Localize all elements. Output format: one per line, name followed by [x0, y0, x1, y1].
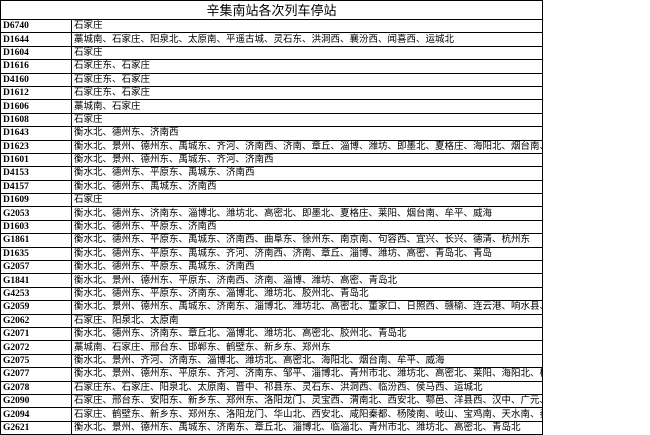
table-row: G1861 衡水北、德州东、平原东、禹城东、济南西、曲阜东、徐州东、南京南、句容西… — [0, 233, 543, 248]
train-number: D6740 — [0, 18, 72, 34]
train-number: G2062 — [0, 313, 72, 328]
train-number: D1601 — [0, 152, 72, 168]
train-number: G1861 — [0, 233, 72, 248]
train-number: D1644 — [0, 32, 72, 47]
train-number: D1609 — [0, 193, 72, 208]
stop-list: 衡水北、德州东、平原东、禹城东、齐河、济南西、济南、章丘、淄博、潍坊、高密、青岛… — [71, 246, 543, 262]
train-number: D1603 — [0, 219, 72, 235]
stop-list: 藁城南、石家庄、邢台东、邯郸东、鹤壁东、新乡东、郑州东 — [71, 340, 543, 355]
table-row: D1603 衡水北、德州东、平原东、济南西 — [0, 219, 543, 235]
stop-list: 石家庄 — [71, 193, 543, 208]
table-row: G2071 衡水北、德州东、济南东、章丘北、淄博北、潍坊北、高密北、胶州北、青岛北 — [0, 326, 543, 342]
table-row: D4157 衡水北、德州东、禹城东、济南西 — [0, 179, 543, 195]
table-row: D1612 石家庄东、石家庄 — [0, 85, 543, 101]
train-number: G2094 — [0, 407, 72, 422]
table-row: G2621 衡水北、景州、德州东、禹城东、济南东、章丘北、淄博北、临淄北、青州市北… — [0, 420, 543, 435]
stop-list: 石家庄 — [71, 45, 543, 61]
table-row: G2078 石家庄东、石家庄、阳泉北、太原南、晋中、祁县东、灵石东、洪洞西、临汾西… — [0, 380, 543, 395]
train-number: D1608 — [0, 112, 72, 128]
train-number: G2071 — [0, 326, 72, 342]
table-row: D1601 衡水北、景州、德州东、禹城东、齐河、济南西 — [0, 152, 543, 168]
stop-list: 衡水北、景州、齐河、济南东、淄博北、潍坊北、高密北、海阳北、烟台南、牟平、威海 — [71, 353, 543, 369]
table-row: G2057 衡水北、德州东、平原东、禹城东、济南西 — [0, 260, 543, 275]
stop-list: 衡水北、德州东、济南西 — [71, 126, 543, 141]
stop-list: 衡水北、景州、德州东、禹城东、齐河、济南西、济南、章丘、淄博、潍坊、即墨北、夏格… — [71, 139, 543, 154]
train-number: G1841 — [0, 273, 72, 288]
stop-list: 藁城南、石家庄 — [71, 99, 543, 114]
stop-list: 石家庄东、石家庄、阳泉北、太原南、晋中、祁县东、灵石东、洪洞西、临汾西、侯马西、… — [71, 380, 543, 395]
table-row: D1623 衡水北、景州、德州东、禹城东、齐河、济南西、济南、章丘、淄博、潍坊、即… — [0, 139, 543, 154]
stop-list: 衡水北、德州东、平原东、禹城东、济南西、曲阜东、徐州东、南京南、句容西、宜兴、长… — [71, 233, 543, 248]
train-number: G2078 — [0, 380, 72, 395]
timetable: 辛集南站各次列车停站 D6740 石家庄 D1644 藁城南、石家庄、阳泉北、太原南、… — [0, 0, 543, 435]
stop-list: 石家庄、邢台东、安阳东、新乡东、郑州东、洛阳龙门、灵宝西、渭南北、西安北、鄠邑、… — [71, 393, 543, 409]
table-row: D1635 衡水北、德州东、平原东、禹城东、齐河、济南西、济南、章丘、淄博、潍坊、… — [0, 246, 543, 262]
stop-list: 衡水北、德州东、平原东、济南西 — [71, 219, 543, 235]
stop-list: 衡水北、景州、德州东、平原东、济南西、济南、淄博、潍坊、高密、青岛北 — [71, 273, 543, 288]
stop-list: 衡水北、德州东、平原东、济南东、淄博北、潍坊北、胶州北、青岛北 — [71, 286, 543, 302]
table-row: D1606 藁城南、石家庄 — [0, 99, 543, 114]
stop-list: 石家庄 — [71, 112, 543, 128]
table-row: D1604 石家庄 — [0, 45, 543, 61]
table-row: D4153 衡水北、德州东、平原东、禹城东、济南西 — [0, 166, 543, 181]
table-row: D6740 石家庄 — [0, 18, 543, 34]
table-row: G4253 衡水北、德州东、平原东、济南东、淄博北、潍坊北、胶州北、青岛北 — [0, 286, 543, 302]
table-row: G2075 衡水北、景州、齐河、济南东、淄博北、潍坊北、高密北、海阳北、烟台南、牟… — [0, 353, 543, 369]
table-row: D1609 石家庄 — [0, 193, 543, 208]
train-number: D4160 — [0, 72, 72, 87]
table-row: G2072 藁城南、石家庄、邢台东、邯郸东、鹤壁东、新乡东、郑州东 — [0, 340, 543, 355]
stop-list: 衡水北、德州东、平原东、禹城东、济南西 — [71, 166, 543, 181]
stop-list: 衡水北、德州东、平原东、禹城东、济南西 — [71, 260, 543, 275]
train-number: G4253 — [0, 286, 72, 302]
stop-list: 石家庄 — [71, 18, 543, 34]
train-number: D1623 — [0, 139, 72, 154]
train-number: D1612 — [0, 85, 72, 101]
stop-list: 衡水北、德州东、济南东、淄博北、潍坊北、高密北、即墨北、夏格庄、莱阳、烟台南、牟… — [71, 206, 543, 221]
title: 辛集南站各次列车停站 — [0, 0, 543, 19]
table-row: G2062 石家庄、阳泉北、太原南 — [0, 313, 543, 328]
table-row: D4160 石家庄东、石家庄 — [0, 72, 543, 87]
table-row: G2053 衡水北、德州东、济南东、淄博北、潍坊北、高密北、即墨北、夏格庄、莱阳、… — [0, 206, 543, 221]
train-number: G2077 — [0, 367, 72, 382]
train-number: D1604 — [0, 45, 72, 61]
train-number: G2075 — [0, 353, 72, 369]
train-number: D1606 — [0, 99, 72, 114]
stop-list: 石家庄、鹤壁东、新乡东、郑州东、洛阳龙门、华山北、西安北、咸阳秦都、杨陵南、岐山… — [71, 407, 543, 422]
table-row: D1608 石家庄 — [0, 112, 543, 128]
stops-table: D6740 石家庄 D1644 藁城南、石家庄、阳泉北、太原南、平遥古城、灵石东、洪洞… — [0, 18, 543, 435]
stop-list: 石家庄东、石家庄 — [71, 85, 543, 101]
stop-list: 石家庄、阳泉北、太原南 — [71, 313, 543, 328]
table-row: G1841 衡水北、景州、德州东、平原东、济南西、济南、淄博、潍坊、高密、青岛北 — [0, 273, 543, 288]
stop-list: 衡水北、景州、德州东、平原东、齐河、济南东、邹平、淄博北、青州市北、潍坊北、高密… — [71, 367, 543, 382]
table-row: G2090 石家庄、邢台东、安阳东、新乡东、郑州东、洛阳龙门、灵宝西、渭南北、西安… — [0, 393, 543, 409]
table-row: D1643 衡水北、德州东、济南西 — [0, 126, 543, 141]
stop-list: 石家庄东、石家庄 — [71, 59, 543, 74]
train-number: D1635 — [0, 246, 72, 262]
train-number: G2059 — [0, 300, 72, 315]
train-number: D1616 — [0, 59, 72, 74]
stop-list: 衡水北、景州、德州东、禹城东、济南东、淄博北、潍坊北、高密北、董家口、日照西、赣… — [71, 300, 543, 315]
table-row: G2077 衡水北、景州、德州东、平原东、齐河、济南东、邹平、淄博北、青州市北、潍… — [0, 367, 543, 382]
train-number: G2057 — [0, 260, 72, 275]
table-row: D1644 藁城南、石家庄、阳泉北、太原南、平遥古城、灵石东、洪洞西、襄汾西、闻喜… — [0, 32, 543, 47]
stop-list: 衡水北、景州、德州东、禹城东、济南东、章丘北、淄博北、临淄北、青州市北、潍坊北、… — [71, 420, 543, 435]
train-number: D1643 — [0, 126, 72, 141]
stop-list: 衡水北、德州东、禹城东、济南西 — [71, 179, 543, 195]
train-number: D4157 — [0, 179, 72, 195]
stop-list: 藁城南、石家庄、阳泉北、太原南、平遥古城、灵石东、洪洞西、襄汾西、闻喜西、运城北 — [71, 32, 543, 47]
table-row: G2094 石家庄、鹤壁东、新乡东、郑州东、洛阳龙门、华山北、西安北、咸阳秦都、杨… — [0, 407, 543, 422]
table-row: D1616 石家庄东、石家庄 — [0, 59, 543, 74]
train-number: D4153 — [0, 166, 72, 181]
stop-list: 衡水北、德州东、济南东、章丘北、淄博北、潍坊北、高密北、胶州北、青岛北 — [71, 326, 543, 342]
stop-list: 石家庄东、石家庄 — [71, 72, 543, 87]
train-number: G2621 — [0, 420, 72, 435]
train-number: G2053 — [0, 206, 72, 221]
table-row: G2059 衡水北、景州、德州东、禹城东、济南东、淄博北、潍坊北、高密北、董家口、… — [0, 300, 543, 315]
stop-list: 衡水北、景州、德州东、禹城东、齐河、济南西 — [71, 152, 543, 168]
train-number: G2090 — [0, 393, 72, 409]
train-number: G2072 — [0, 340, 72, 355]
